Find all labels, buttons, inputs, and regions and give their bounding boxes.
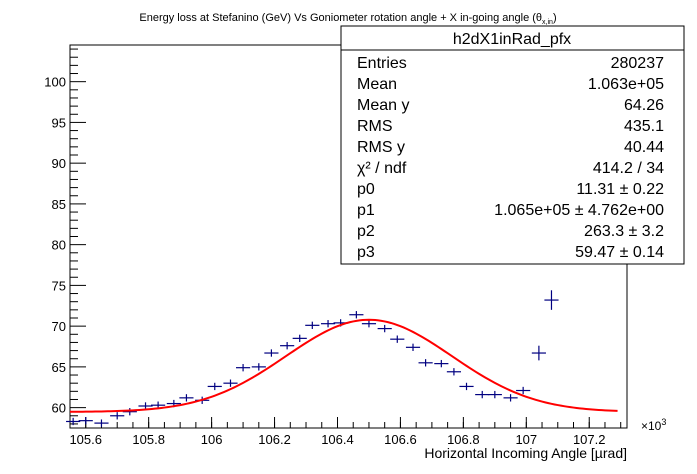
stats-row-label: Mean y: [357, 97, 409, 114]
data-point: [223, 379, 238, 387]
x-tick-label: 106.2: [258, 432, 291, 447]
data-point: [235, 364, 251, 372]
x-tick-label: 105.8: [132, 432, 165, 447]
y-tick-label: 60: [52, 401, 66, 416]
data-point: [305, 321, 320, 329]
stats-row-value: 414.2 / 34: [593, 160, 664, 177]
x-tick-label: 107.2: [573, 432, 606, 447]
y-tick-label: 100: [44, 75, 66, 90]
data-point: [179, 394, 194, 402]
stats-row-label: p3: [357, 244, 375, 261]
data-point: [418, 359, 433, 367]
x-tick-label: 106.6: [384, 432, 417, 447]
stats-row-label: p2: [357, 223, 375, 240]
y-tick-label: 85: [52, 197, 66, 212]
data-point: [66, 417, 81, 426]
data-point: [361, 320, 377, 328]
x-tick-label: 106.8: [447, 432, 480, 447]
x-tick-label: 105.6: [69, 432, 102, 447]
stats-row-label: Mean: [357, 76, 397, 93]
stats-row-value: 40.44: [624, 139, 664, 156]
x-axis-exponent-base: ×10: [641, 419, 662, 433]
y-tick-label: 65: [52, 360, 66, 375]
stats-row-value: 1.063e+05: [588, 76, 664, 93]
stats-box-frame: [340, 25, 685, 265]
stats-rows: Entries 280237 Mean 1.063e+05 Mean y 64.26 RMS…: [357, 55, 664, 261]
y-tick-label: 95: [52, 115, 66, 130]
fit-curve: [69, 318, 618, 413]
y-tick-label: 80: [52, 238, 66, 253]
axis-ticks: 105.6 105.8 106 106.2 106.4 106.6 106.8 107 107.…: [44, 48, 622, 447]
stats-row-label: RMS: [357, 118, 393, 135]
y-tick-label: 70: [52, 319, 66, 334]
stats-box-title: h2dX1inRad_pfx: [453, 31, 571, 48]
y-tick-label: 90: [52, 156, 66, 171]
stats-row-value: 64.26: [624, 97, 664, 114]
stats-row-label: p0: [357, 181, 375, 198]
stats-row-value: 280237: [611, 55, 664, 72]
data-point: [292, 334, 307, 343]
stats-row-value: 435.1: [624, 118, 664, 135]
data-point: [251, 363, 266, 371]
data-point: [531, 345, 546, 361]
data-point: [390, 335, 405, 343]
data-point: [280, 342, 295, 350]
data-point: [78, 416, 93, 425]
stats-row-value: 59.47 ± 0.14: [575, 244, 664, 261]
data-point: [94, 419, 109, 427]
stats-row-value: 1.065e+05 ± 4.762e+00: [494, 202, 664, 219]
stats-row-label: Entries: [357, 55, 407, 72]
data-point: [207, 382, 222, 391]
x-axis-exponent-power: 3: [661, 417, 666, 427]
stats-box: h2dX1inRad_pfx Entries 280237 Mean 1.063e+0…: [340, 25, 685, 265]
data-point: [544, 290, 559, 310]
data-point: [320, 320, 336, 328]
x-axis-exponent: ×103: [641, 417, 666, 433]
data-points: [66, 290, 559, 427]
data-point: [475, 390, 490, 399]
data-point: [434, 359, 449, 368]
x-tick-label: 106: [201, 432, 223, 447]
data-point: [459, 382, 474, 391]
y-tick-label: 75: [52, 278, 66, 293]
data-point: [487, 390, 502, 399]
chart-title-close: ): [553, 12, 557, 24]
stats-row-label: χ² / ndf: [357, 160, 407, 177]
x-tick-label: 106.4: [321, 432, 354, 447]
x-axis-label: Horizontal Incoming Angle [µrad]: [424, 445, 627, 461]
data-point: [405, 343, 421, 351]
x-tick-label: 107: [515, 432, 537, 447]
chart-title: Energy loss at Stefanino (GeV) Vs Goniom…: [139, 12, 556, 26]
data-point: [264, 349, 279, 357]
data-point: [377, 324, 392, 333]
data-point: [110, 412, 125, 420]
chart-title-subscript: x,in: [542, 19, 553, 26]
stats-row-label: p1: [357, 202, 375, 219]
data-point: [349, 311, 364, 319]
stats-row-label: RMS y: [357, 139, 405, 156]
data-point: [516, 386, 531, 395]
chart-title-main: Energy loss at Stefanino (GeV) Vs Goniom…: [139, 12, 542, 24]
data-point: [446, 368, 462, 376]
data-point: [503, 394, 518, 402]
stats-row-value: 11.31 ± 0.22: [576, 181, 664, 198]
data-point: [138, 402, 153, 410]
stats-row-value: 263.3 ± 3.2: [584, 223, 664, 240]
